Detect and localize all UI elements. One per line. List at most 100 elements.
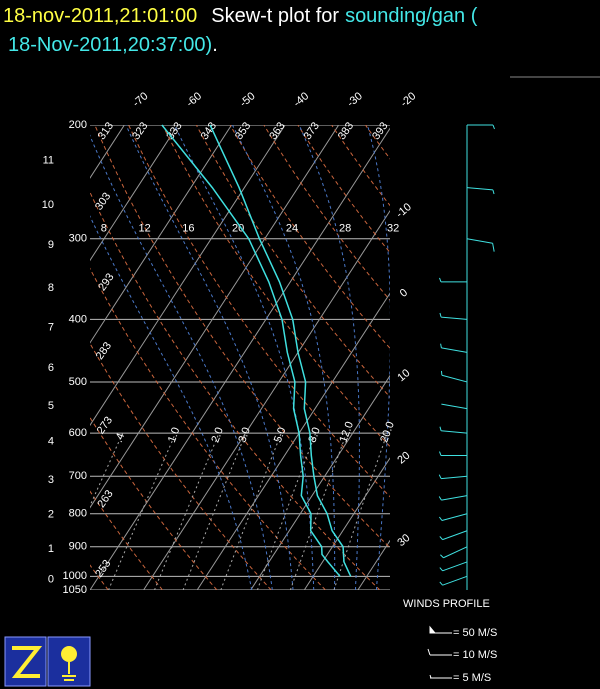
height-label: 7 xyxy=(48,322,54,334)
mixing-ratio-label: 3.0 xyxy=(236,426,253,444)
height-label: 1 xyxy=(48,543,54,555)
mixing-ratio-line xyxy=(289,432,347,590)
height-label: 3 xyxy=(48,474,54,486)
mixing-ratio-label: .4 xyxy=(113,432,127,445)
wind-barb xyxy=(438,513,468,521)
moist-adiabat xyxy=(90,215,253,590)
height-label: 8 xyxy=(48,282,54,294)
full-barb-glyph xyxy=(427,648,452,656)
wind-barb xyxy=(439,530,468,541)
title-line-1: 18-nov-2011,21:01:00 Skew-t plot for sound… xyxy=(3,5,478,27)
isotherm xyxy=(196,292,390,590)
winds-title: WINDS PROFILE xyxy=(403,598,490,610)
source: sounding/gan ( xyxy=(345,5,478,27)
isotherm xyxy=(90,125,340,509)
pressure-label: 200 xyxy=(69,119,87,131)
mixing-ratio-label: 2.0 xyxy=(209,426,226,444)
plot-area xyxy=(90,125,390,590)
moist-adiabat-label: 24 xyxy=(286,223,298,235)
run-time: 18-nov-2011,21:01:00 xyxy=(3,5,197,27)
pressure-label: 900 xyxy=(69,541,87,553)
isotherm xyxy=(303,457,390,590)
moist-adiabat xyxy=(367,125,390,590)
moist-adiabat-label: 28 xyxy=(339,223,351,235)
half-barb-glyph xyxy=(429,674,452,679)
moist-adiabat xyxy=(90,134,273,590)
height-label: 0 xyxy=(48,574,54,586)
wind-barb xyxy=(467,124,495,130)
wind-barb xyxy=(439,426,468,434)
source-time: 18-Nov-2011,20:37:00) xyxy=(8,34,212,56)
dry-adiabat xyxy=(90,490,163,590)
temperature-profile xyxy=(209,124,352,577)
wind-barb xyxy=(439,451,467,457)
pressure-label: 400 xyxy=(69,313,87,325)
balloon xyxy=(61,646,77,662)
pressure-label: 1050 xyxy=(63,584,87,596)
title-text: Skew-t plot for xyxy=(211,5,339,27)
moist-adiabat-label: 32 xyxy=(387,223,399,235)
dry-adiabat xyxy=(162,125,390,448)
height-label: 6 xyxy=(48,362,54,374)
moist-adiabat xyxy=(298,125,360,590)
pressure-label: 600 xyxy=(69,427,87,439)
height-label: 4 xyxy=(48,436,54,448)
mixing-ratio-line xyxy=(90,432,124,507)
mixing-ratio-label: 1.0 xyxy=(166,426,183,444)
height-label: 11 xyxy=(43,154,54,166)
moist-adiabat-label: 8 xyxy=(101,223,107,235)
wind-barb xyxy=(439,277,467,283)
logo-z-glyph xyxy=(11,646,43,678)
wind-barb xyxy=(439,312,468,320)
isotherm xyxy=(90,125,125,179)
moist-adiabat xyxy=(231,125,336,590)
dry-adiabat xyxy=(229,125,390,350)
isotherm xyxy=(90,125,233,344)
wind-barb xyxy=(441,403,468,410)
balloon-line xyxy=(62,662,76,681)
logo xyxy=(4,636,91,687)
moist-adiabat xyxy=(173,125,315,590)
dry-adiabat xyxy=(90,267,326,590)
pennant-glyph xyxy=(429,625,452,634)
height-label: 2 xyxy=(48,509,54,521)
moist-adiabat xyxy=(125,125,294,590)
title-line-2: 18-Nov-2011,20:37:00). xyxy=(8,34,218,56)
wind-legend-text: = 10 M/S xyxy=(453,649,497,661)
wind-legend-text: = 5 M/S xyxy=(453,672,491,684)
wind-barb xyxy=(466,187,495,195)
pressure-label: 500 xyxy=(69,376,87,388)
wind-barb xyxy=(438,495,468,501)
dry-adiabat xyxy=(128,125,390,498)
pressure-label: 1000 xyxy=(63,570,87,582)
wind-barb xyxy=(439,575,468,586)
wind-barb xyxy=(440,370,468,383)
wind-barb xyxy=(440,343,468,353)
wind-legend-glyphs xyxy=(427,625,452,679)
period: . xyxy=(212,34,218,56)
isotherm xyxy=(90,125,179,262)
dry-adiabat xyxy=(90,191,381,590)
pressure-label: 800 xyxy=(69,508,87,520)
mixing-ratio-line xyxy=(256,432,317,590)
height-label: 9 xyxy=(48,239,54,251)
wind-barb xyxy=(466,238,495,252)
wind-barb xyxy=(440,546,468,559)
height-label: 10 xyxy=(42,199,54,211)
height-label: 5 xyxy=(48,400,54,412)
moist-adiabat-label: 16 xyxy=(182,223,194,235)
dry-adiabat xyxy=(263,125,390,301)
mixing-ratio-label: 5.0 xyxy=(272,426,289,444)
mixing-ratio-line xyxy=(333,432,388,590)
wind-barb xyxy=(439,561,468,572)
moist-adiabat-label: 20 xyxy=(232,223,244,235)
isotherm xyxy=(90,127,390,590)
pressure-label: 700 xyxy=(69,470,87,482)
dewpoint-profile xyxy=(161,124,341,577)
pressure-label: 300 xyxy=(69,233,87,245)
wind-barb xyxy=(438,474,468,480)
wind-legend-text: = 50 M/S xyxy=(453,627,497,639)
moist-adiabat-label: 12 xyxy=(138,223,150,235)
dry-adiabat xyxy=(90,416,218,590)
